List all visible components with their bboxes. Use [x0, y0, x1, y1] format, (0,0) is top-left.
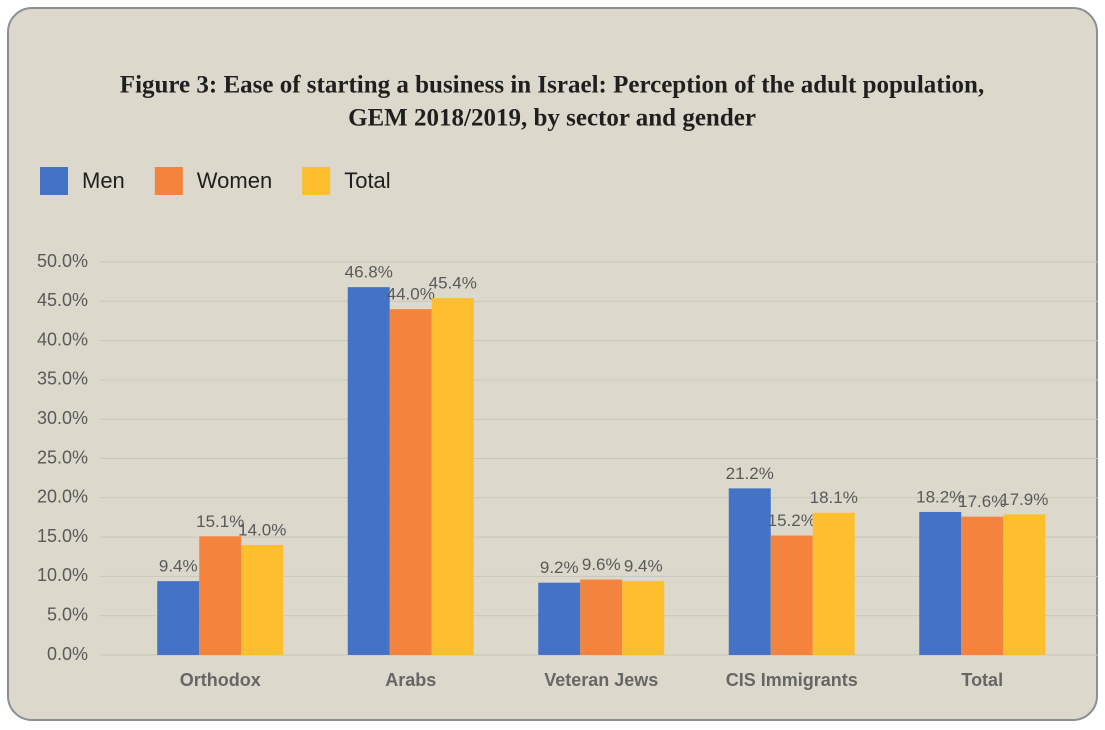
data-label: 18.2% [916, 487, 964, 506]
y-tick-label: 40.0% [37, 329, 88, 349]
bar [919, 511, 962, 655]
y-tick-label: 15.0% [37, 526, 88, 546]
chart-title: Figure 3: Ease of starting a business in… [120, 72, 984, 99]
bar [199, 536, 242, 655]
legend-label: Women [197, 168, 272, 193]
x-tick-label: Orthodox [180, 670, 261, 690]
bar [347, 287, 390, 655]
y-tick-label: 30.0% [37, 408, 88, 428]
y-tick-label: 35.0% [37, 369, 88, 389]
bar [812, 512, 855, 655]
y-tick-label: 45.0% [37, 290, 88, 310]
data-label: 9.4% [624, 557, 663, 576]
data-label: 9.2% [540, 558, 579, 577]
y-tick-label: 5.0% [47, 604, 88, 624]
bar [961, 516, 1004, 655]
data-label: 46.8% [345, 263, 393, 282]
data-label: 9.6% [582, 555, 621, 574]
data-label: 14.0% [238, 520, 286, 539]
data-label: 21.2% [726, 464, 774, 483]
data-label: 15.1% [196, 512, 244, 531]
bar [389, 309, 432, 655]
legend-label: Men [82, 168, 125, 193]
legend-swatch [154, 167, 183, 195]
bar [728, 488, 771, 655]
y-tick-label: 50.0% [37, 251, 88, 271]
bar [1003, 514, 1046, 655]
y-tick-label: 25.0% [37, 447, 88, 467]
bar [538, 582, 581, 655]
legend-label: Total [344, 168, 390, 193]
y-tick-label: 10.0% [37, 565, 88, 585]
legend-swatch [40, 167, 68, 195]
x-tick-label: Total [961, 670, 1003, 690]
data-label: 18.1% [810, 488, 858, 507]
data-label: 15.2% [768, 511, 816, 530]
y-tick-label: 20.0% [37, 487, 88, 507]
chart-title: GEM 2018/2019, by sector and gender [348, 105, 756, 132]
bar [770, 535, 813, 655]
bar [580, 579, 623, 655]
x-tick-label: CIS Immigrants [726, 670, 858, 690]
data-label: 44.0% [387, 285, 435, 304]
y-tick-label: 0.0% [47, 644, 88, 664]
bar [622, 581, 665, 655]
data-label: 17.6% [958, 492, 1006, 511]
data-label: 45.4% [429, 274, 477, 293]
x-tick-label: Veteran Jews [544, 670, 658, 690]
legend-swatch [302, 167, 331, 195]
x-tick-label: Arabs [385, 670, 436, 690]
bar [241, 544, 284, 655]
data-label: 17.9% [1000, 490, 1048, 509]
data-label: 9.4% [159, 557, 198, 576]
bar [431, 298, 474, 655]
bar [157, 581, 200, 655]
